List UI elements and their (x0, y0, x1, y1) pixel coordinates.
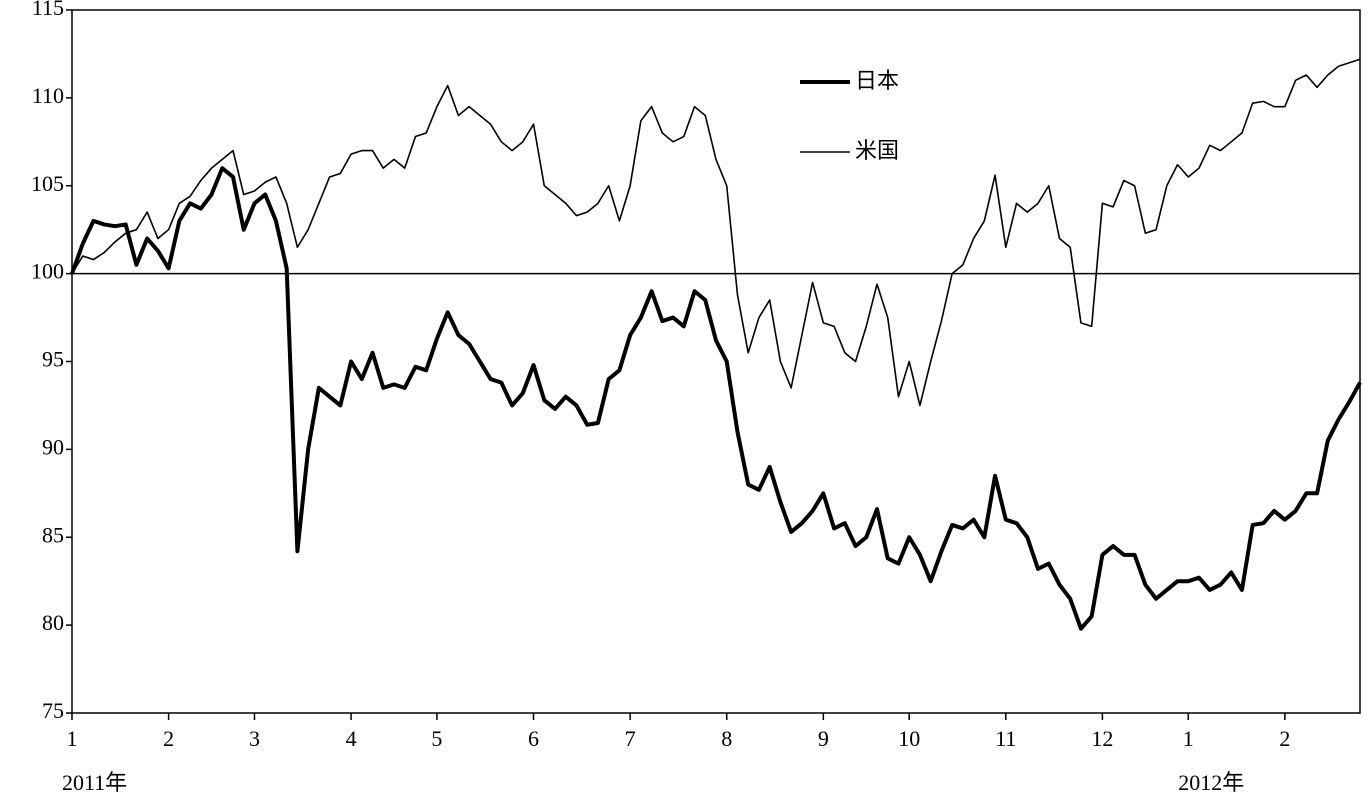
x-tick-label: 5 (431, 726, 442, 751)
x-tick-label: 11 (995, 726, 1016, 751)
series-line (71, 58, 1361, 407)
legend-label: 日本 (855, 69, 899, 94)
x-tick-label: 10 (898, 726, 920, 751)
x-tick-label: 4 (346, 726, 357, 751)
y-tick-label: 110 (32, 83, 64, 108)
y-tick-label: 85 (42, 522, 64, 547)
x-tick-label: 6 (528, 726, 539, 751)
plot-frame (71, 9, 1361, 714)
y-tick-label: 95 (42, 347, 64, 372)
y-tick-label: 115 (32, 0, 64, 20)
legend-label: 米国 (855, 139, 899, 164)
year-label: 2011年 (62, 770, 127, 795)
x-tick-label: 2 (1279, 726, 1290, 751)
x-tick-label: 3 (249, 726, 260, 751)
x-tick-label: 1 (1183, 726, 1194, 751)
y-tick-label: 90 (42, 434, 64, 459)
x-tick-label: 12 (1091, 726, 1113, 751)
y-tick-label: 105 (31, 171, 64, 196)
y-tick-label: 100 (31, 259, 64, 284)
x-tick-label: 2 (163, 726, 174, 751)
x-tick-label: 1 (67, 726, 78, 751)
x-tick-label: 7 (625, 726, 636, 751)
y-tick-label: 75 (42, 698, 64, 723)
x-tick-label: 8 (721, 726, 732, 751)
series-line (70, 166, 1362, 631)
y-tick-label: 80 (42, 610, 64, 635)
year-label: 2012年 (1178, 770, 1244, 795)
x-tick-label: 9 (818, 726, 829, 751)
